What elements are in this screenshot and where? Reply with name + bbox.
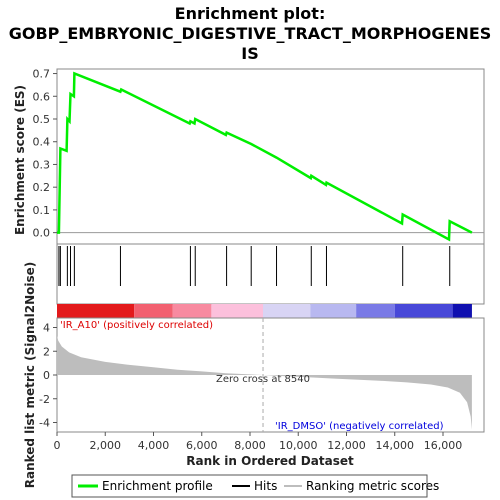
x-tick-label: 8,000 [234,439,266,452]
colorbar-segment [452,304,472,318]
metric-y-axis-label: Ranked list metric (Signal2Noise) [23,262,37,489]
es-y-tick-label: 0.0 [33,227,51,240]
es-y-tick-label: 0.2 [33,181,51,194]
es-y-axis-label: Enrichment score (ES) [13,85,27,235]
chart-title-line-3: IS [241,44,258,63]
metric-y-tick-label: -2 [39,393,50,406]
es-y-tick-label: 0.1 [33,204,51,217]
negative-correlation-label: 'IR_DMSO' (negatively correlated) [275,421,444,432]
es-panel-frame [56,68,485,245]
metric-y-ticks: 4 2 0 -2 -4 [39,322,57,430]
legend-label-ranking: Ranking metric scores [306,479,439,493]
colorbar-segment [263,304,311,318]
es-y-tick-label: 0.6 [33,90,51,103]
zero-cross-label: Zero cross at 8540 [216,374,310,385]
colorbar-segment [134,304,173,318]
metric-y-tick-label: 2 [43,345,50,358]
legend-label-hits: Hits [254,479,277,493]
ranking-colorbar [57,304,472,318]
hits-panel-frame [56,243,485,305]
colorbar-segment [310,304,357,318]
es-y-tick-label: 0.4 [33,136,51,149]
x-tick-label: 16,000 [424,439,463,452]
es-panel: 0.7 0.6 0.5 0.4 0.3 0.2 0.1 0.0 [33,68,485,245]
chart-title-line-2: GOBP_EMBRYONIC_DIGESTIVE_TRACT_MORPHOGEN… [9,24,492,43]
metric-y-tick-label: -4 [39,417,50,430]
positive-correlation-label: 'IR_A10' (positively correlated) [60,320,213,331]
x-tick-label: 6,000 [186,439,218,452]
colorbar-segment [57,304,135,318]
legend-label-enrichment: Enrichment profile [102,479,213,493]
legend: Enrichment profile Hits Ranking metric s… [71,474,439,498]
metric-y-tick-label: 4 [43,322,50,335]
colorbar-segment [211,304,264,318]
es-y-tick-label: 0.3 [33,158,51,171]
x-tick-label: 2,000 [89,439,121,452]
x-tick-label: 0 [54,439,61,452]
metric-panel: 4 2 0 -2 -4 'IR_A10' (positively correlated)… [39,317,485,433]
colorbar-segment [172,304,212,318]
x-tick-label: 12,000 [327,439,366,452]
hit-lines [58,246,451,286]
chart-title-line-1: Enrichment plot: [175,4,326,23]
x-axis-label: Rank in Ordered Dataset [186,454,354,468]
es-y-tick-label: 0.7 [33,68,51,81]
es-y-ticks: 0.7 0.6 0.5 0.4 0.3 0.2 0.1 0.0 [33,68,57,240]
x-axis-ticks: 0 2,000 4,000 6,000 8,000 10,000 12,000 14,000 1… [54,432,463,452]
x-tick-label: 14,000 [375,439,414,452]
hits-panel [56,243,485,305]
metric-y-tick-label: 0 [43,369,50,382]
es-y-tick-label: 0.5 [33,113,51,126]
x-tick-label: 4,000 [138,439,170,452]
colorbar-segment [394,304,453,318]
colorbar-segment [356,304,395,318]
enrichment-profile-line [57,71,473,242]
x-tick-label: 10,000 [279,439,318,452]
